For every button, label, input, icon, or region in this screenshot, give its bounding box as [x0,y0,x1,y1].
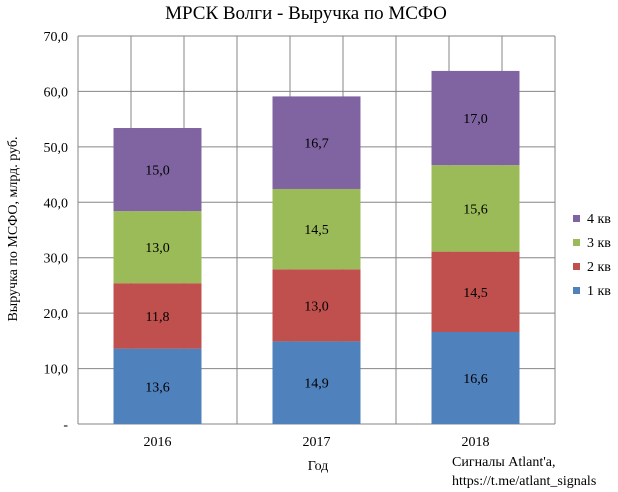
chart-title: МРСК Волги - Выручка по МСФО [165,3,447,24]
bar-segment [272,188,361,270]
bar-segment [431,251,520,332]
bar-data-label: 13,6 [145,380,170,395]
bar-data-label: 14,5 [463,286,488,301]
x-axis-label: Год [308,459,329,474]
bar-data-label: 17,0 [463,112,488,127]
bar-data-label: 16,6 [463,372,488,387]
y-tick-label: - [63,418,68,433]
legend-label: 3 кв [587,236,611,251]
bar-segment [272,341,361,424]
legend-label: 4 кв [587,212,611,227]
bar-segment [431,70,520,166]
footer-line-1: Сигналы Atlant'a, [452,455,556,470]
bar-data-label: 13,0 [145,241,170,256]
y-axis-ticks: - 10,0 20,0 30,0 40,0 50,0 60,0 70,0 [44,30,69,433]
x-tick-label: 2018 [462,435,490,450]
x-axis-ticks: 2016 2017 2018 [144,435,490,450]
legend-swatch [573,215,580,222]
bar-segment [113,348,202,424]
legend-label: 2 кв [587,260,611,275]
bar-segment [272,96,361,189]
y-tick-label: 60,0 [44,85,69,100]
x-tick-label: 2017 [303,435,331,450]
bar-data-label: 13,0 [304,299,329,314]
y-tick-label: 40,0 [44,196,69,211]
bar-data-label: 11,8 [146,310,170,325]
y-tick-label: 20,0 [44,307,69,322]
bar-segment [113,211,202,284]
legend-swatch [573,287,580,294]
y-tick-label: 30,0 [44,252,69,267]
bar-data-label: 15,6 [463,202,488,217]
x-tick-label: 2016 [144,435,172,450]
bar-data-label: 14,9 [304,377,329,392]
bar-segment [113,283,202,349]
legend-swatch [573,239,580,246]
legend-swatch [573,263,580,270]
y-axis-label: Выручка по МСФО, млрд. руб. [6,136,21,321]
legend: 4 кв 3 кв 2 кв 1 кв [573,212,611,299]
bar-data-label: 15,0 [145,164,170,179]
y-tick-label: 50,0 [44,141,69,156]
bar-data-label: 16,7 [304,137,329,152]
y-tick-label: 10,0 [44,363,69,378]
bar-segment [431,165,520,252]
bar-segment [113,128,202,212]
bar-data-label: 14,5 [304,223,329,238]
footer-line-2: https://t.me/atlant_signals [452,474,596,489]
bars: 13,6 11,8 13,0 15,0 14,9 13,0 14,5 16,7 16,6 14,5… [113,70,520,424]
y-tick-label: 70,0 [44,30,69,45]
legend-label: 1 кв [587,284,611,299]
bar-segment [431,331,520,424]
bar-segment [272,269,361,342]
